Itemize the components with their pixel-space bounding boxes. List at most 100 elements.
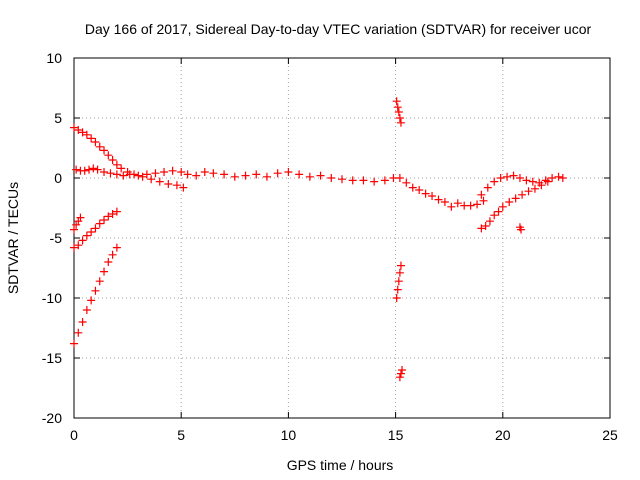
data-point (453, 199, 462, 208)
data-point (530, 184, 539, 193)
data-point (558, 174, 567, 182)
data-point (477, 224, 486, 233)
data-point (359, 176, 368, 185)
data-point (305, 172, 314, 181)
series-arc-descending-from-4 (70, 123, 188, 192)
data-point (183, 170, 192, 179)
data-point (95, 219, 104, 228)
data-point (192, 171, 201, 180)
x-tick-label: 10 (281, 427, 297, 443)
data-point (524, 187, 533, 196)
data-point (518, 190, 527, 199)
y-tick-label: -15 (42, 350, 62, 366)
data-point (395, 114, 404, 122)
series-spike-15h-middle (392, 261, 405, 302)
data-point (78, 318, 87, 326)
data-point (100, 267, 109, 276)
data-point (70, 339, 78, 348)
data-point (72, 220, 81, 229)
data-point (100, 168, 109, 176)
data-point (481, 222, 490, 230)
data-point (74, 217, 83, 226)
x-tick-label: 25 (602, 427, 618, 443)
data-point (138, 172, 147, 181)
data-point (396, 118, 405, 127)
data-point (177, 168, 186, 176)
data-point (74, 328, 83, 337)
data-point (91, 138, 100, 146)
data-point (543, 177, 552, 186)
data-point (93, 165, 102, 174)
data-point (473, 200, 482, 209)
data-point (147, 175, 156, 184)
x-tick-label: 15 (388, 427, 404, 443)
y-tick-label: -10 (42, 290, 62, 306)
data-point (483, 183, 492, 192)
data-point (100, 146, 109, 155)
data-point (511, 194, 520, 203)
data-point (494, 207, 503, 216)
data-point (220, 170, 229, 179)
data-point (76, 213, 85, 222)
series-line-from-minus-6 (70, 207, 121, 252)
data-point (392, 294, 401, 302)
chart-title: Day 166 of 2017, Sidereal Day-to-day VTE… (85, 21, 592, 37)
x-tick-label: 20 (495, 427, 511, 443)
data-point (316, 171, 325, 180)
data-point (327, 174, 336, 182)
data-point (82, 130, 91, 139)
data-point (477, 190, 486, 199)
data-point (554, 172, 563, 181)
data-point (112, 207, 121, 216)
data-point (87, 134, 96, 143)
x-tick-label: 5 (177, 427, 185, 443)
data-point (396, 261, 405, 270)
data-point (395, 268, 404, 277)
data-point (87, 296, 96, 305)
data-point (100, 216, 109, 224)
data-point (78, 128, 87, 137)
data-point (393, 103, 402, 112)
data-point (117, 164, 126, 173)
series-near-zero-track (72, 164, 398, 186)
data-point (522, 176, 531, 185)
data-point (380, 176, 389, 185)
data-point (85, 165, 94, 174)
y-tick-label: -5 (50, 230, 63, 246)
data-point (447, 202, 456, 211)
data-point (209, 169, 218, 178)
data-point (505, 198, 514, 206)
data-point (91, 224, 100, 233)
series-spike-15h-bottom (395, 366, 407, 382)
data-point (82, 306, 91, 314)
data-point (402, 178, 411, 187)
data-point (490, 177, 499, 186)
data-point (70, 123, 78, 132)
data-point (179, 183, 188, 192)
data-point (394, 277, 403, 286)
x-axis-label: GPS time / hours (287, 457, 394, 473)
data-point (95, 277, 104, 286)
data-point (490, 211, 499, 220)
data-point (348, 176, 357, 185)
data-point (104, 151, 113, 160)
data-point (515, 174, 524, 182)
data-point (428, 192, 437, 200)
data-point (155, 177, 164, 186)
data-point (284, 168, 293, 176)
data-point (160, 168, 169, 176)
data-point (95, 142, 104, 151)
series-track-19-to-22-lower (477, 177, 552, 233)
data-point (164, 180, 173, 188)
data-point (440, 198, 449, 206)
data-point (80, 166, 89, 175)
data-point (395, 174, 404, 182)
data-point (395, 373, 404, 382)
series-track-19-to-23-upper (477, 171, 567, 199)
data-point (394, 108, 403, 116)
data-point (338, 175, 346, 184)
data-point (70, 243, 78, 252)
data-point (151, 169, 160, 178)
data-point (108, 250, 117, 259)
data-point (262, 172, 271, 181)
